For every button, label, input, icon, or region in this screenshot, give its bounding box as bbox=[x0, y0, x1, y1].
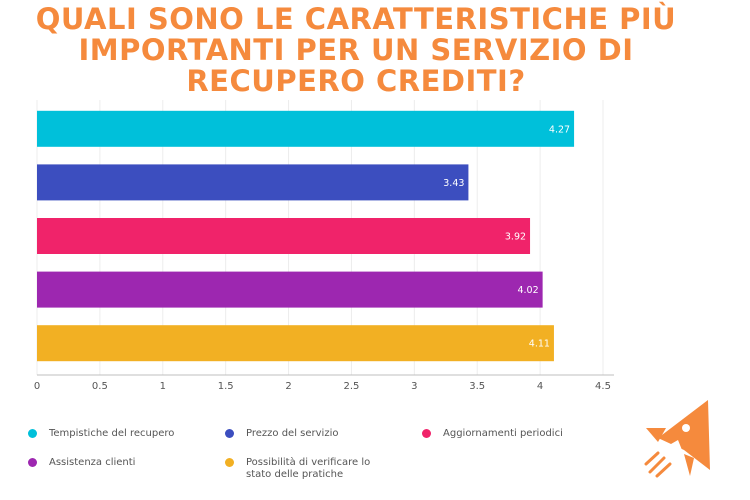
bar-value-label: 4.11 bbox=[529, 339, 550, 350]
x-tick-label: 4 bbox=[537, 381, 543, 392]
legend-dot bbox=[28, 429, 37, 438]
bar-value-label: 3.43 bbox=[443, 178, 464, 189]
title-line-3: RECUPERO CREDITI? bbox=[186, 64, 526, 98]
x-tick-label: 1 bbox=[160, 381, 166, 392]
bar bbox=[37, 271, 543, 308]
x-tick-label: 4.5 bbox=[595, 381, 611, 392]
x-tick-label: 2 bbox=[285, 381, 291, 392]
x-tick-label: 0.5 bbox=[92, 381, 108, 392]
legend-item-aggiornamenti: Aggiornamenti periodici bbox=[422, 428, 583, 440]
legend-label: Prezzo del servizio bbox=[246, 428, 339, 439]
legend-dot bbox=[225, 429, 234, 438]
legend-label: Tempistiche del recupero bbox=[49, 428, 175, 439]
chart-title: QUALI SONO LE CARATTERISTICHE PIÙ IMPORT… bbox=[0, 4, 712, 97]
x-tick-label: 1.5 bbox=[218, 381, 234, 392]
title-line-2: IMPORTANTI PER UN SERVIZIO DI bbox=[78, 33, 634, 67]
legend-item-tempistiche: Tempistiche del recupero bbox=[28, 428, 189, 440]
bar bbox=[37, 164, 469, 201]
legend-dot bbox=[225, 458, 234, 467]
legend-label: Aggiornamenti periodici bbox=[443, 428, 563, 439]
title-line-1: QUALI SONO LE CARATTERISTICHE PIÙ bbox=[35, 2, 677, 36]
bar bbox=[37, 325, 554, 362]
x-tick-label: 3.5 bbox=[469, 381, 485, 392]
legend-dot bbox=[422, 429, 431, 438]
legend: Tempistiche del recupero Prezzo del serv… bbox=[28, 426, 628, 486]
legend-dot bbox=[28, 458, 37, 467]
bar bbox=[37, 218, 531, 254]
bar-value-label: 4.02 bbox=[517, 285, 538, 296]
bars-layer: 4.27 3.43 3.92 4.02 4.11 bbox=[37, 110, 575, 362]
x-axis: 0 0.5 1 1.5 2 2.5 3 3.5 4 4.5 bbox=[34, 374, 614, 392]
legend-label: Assistenza clienti bbox=[49, 457, 136, 468]
legend-item-prezzo: Prezzo del servizio bbox=[225, 428, 386, 440]
legend-item-possibilita: Possibilità di verificare lo stato delle… bbox=[225, 457, 386, 481]
x-tick-label: 3 bbox=[411, 381, 417, 392]
bar bbox=[37, 110, 575, 147]
legend-label: Possibilità di verificare lo stato delle… bbox=[246, 457, 371, 480]
bar-value-label: 3.92 bbox=[505, 232, 526, 243]
bar-value-label: 4.27 bbox=[549, 124, 570, 135]
rocket-icon bbox=[644, 400, 710, 478]
x-tick-label: 0 bbox=[34, 381, 40, 392]
x-tick-label: 2.5 bbox=[343, 381, 359, 392]
legend-item-assistenza: Assistenza clienti bbox=[28, 457, 189, 469]
bar-chart: 4.27 3.43 3.92 4.02 4.11 0 0.5 1 1.5 2 2.5 3 3.5 4 4.… bbox=[34, 100, 614, 392]
